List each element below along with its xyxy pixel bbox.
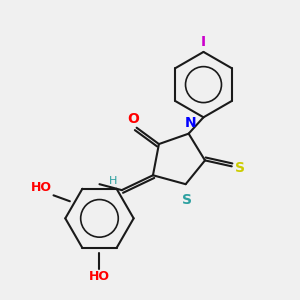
Text: S: S	[235, 161, 245, 175]
Text: H: H	[109, 176, 117, 186]
Text: HO: HO	[89, 270, 110, 284]
Text: S: S	[182, 193, 192, 206]
Text: HO: HO	[31, 181, 52, 194]
Text: I: I	[201, 35, 206, 49]
Text: N: N	[184, 116, 196, 130]
Text: O: O	[128, 112, 140, 126]
